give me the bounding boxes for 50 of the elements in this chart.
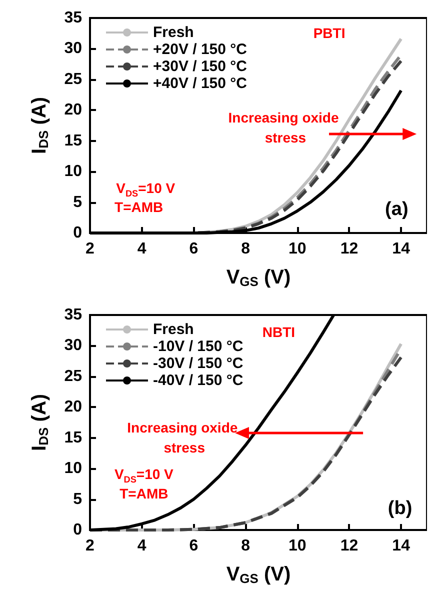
y-axis-title: IDS (A) [28, 394, 51, 451]
y-tick-label: 0 [73, 224, 82, 242]
x-tick-label: 6 [189, 538, 198, 554]
legend-label: +30V / 150 °C [153, 58, 248, 75]
annotation: T=AMB [120, 485, 168, 502]
y-tick-label: 30 [64, 337, 82, 354]
annotation: T=AMB [114, 199, 164, 216]
x-tick-label: 14 [392, 240, 410, 258]
y-tick-label: 20 [64, 398, 82, 416]
x-tick-label: 8 [241, 538, 250, 554]
y-tick-label: 0 [73, 522, 82, 538]
legend-label: +40V / 150 °C [153, 75, 248, 92]
x-tick-label: 4 [137, 538, 146, 554]
annotation: (a) [385, 198, 408, 220]
annotation: (b) [388, 498, 412, 519]
annotation: Increasing oxide stress [127, 420, 242, 456]
x-tick-label: 6 [189, 240, 198, 258]
x-tick-label: 10 [288, 538, 306, 554]
y-tick-label: 25 [64, 368, 82, 385]
legend-label: -40V / 150 °C [153, 372, 244, 389]
annotation: NBTI [262, 324, 296, 340]
x-tick-label: 2 [86, 240, 95, 258]
x-axis-title: VGS (V) [226, 564, 291, 586]
y-tick-label: 20 [64, 102, 82, 119]
y-tick-label: 15 [64, 429, 82, 446]
x-tick-label: 10 [288, 240, 306, 258]
x-tick-label: 14 [392, 538, 410, 554]
y-tick-label: 10 [64, 460, 82, 478]
y-tick-label: 35 [64, 10, 82, 26]
x-tick-label: 8 [241, 240, 250, 258]
y-axis-title: IDS (A) [28, 97, 51, 154]
legend-label: Fresh [153, 24, 194, 41]
y-tick-label: 25 [64, 70, 82, 88]
x-axis-title: VGS (V) [226, 266, 291, 289]
y-tick-label: 35 [64, 306, 82, 324]
legend-label: -10V / 150 °C [153, 338, 244, 355]
y-tick-label: 10 [64, 163, 82, 180]
y-tick-label: 15 [64, 132, 82, 150]
legend-label: Fresh [153, 321, 194, 338]
y-tick-label: 30 [64, 40, 82, 58]
x-tick-label: 12 [340, 538, 358, 554]
legend-label: -30V / 150 °C [153, 355, 244, 372]
legend-label: +20V / 150 °C [153, 41, 248, 58]
x-tick-label: 12 [340, 240, 358, 258]
x-tick-label: 4 [137, 240, 146, 258]
y-tick-label: 5 [73, 490, 82, 508]
annotation: Increasing oxide stress [228, 110, 343, 146]
annotation: PBTI [313, 25, 346, 42]
y-tick-label: 5 [73, 194, 82, 211]
x-tick-label: 2 [86, 538, 95, 554]
